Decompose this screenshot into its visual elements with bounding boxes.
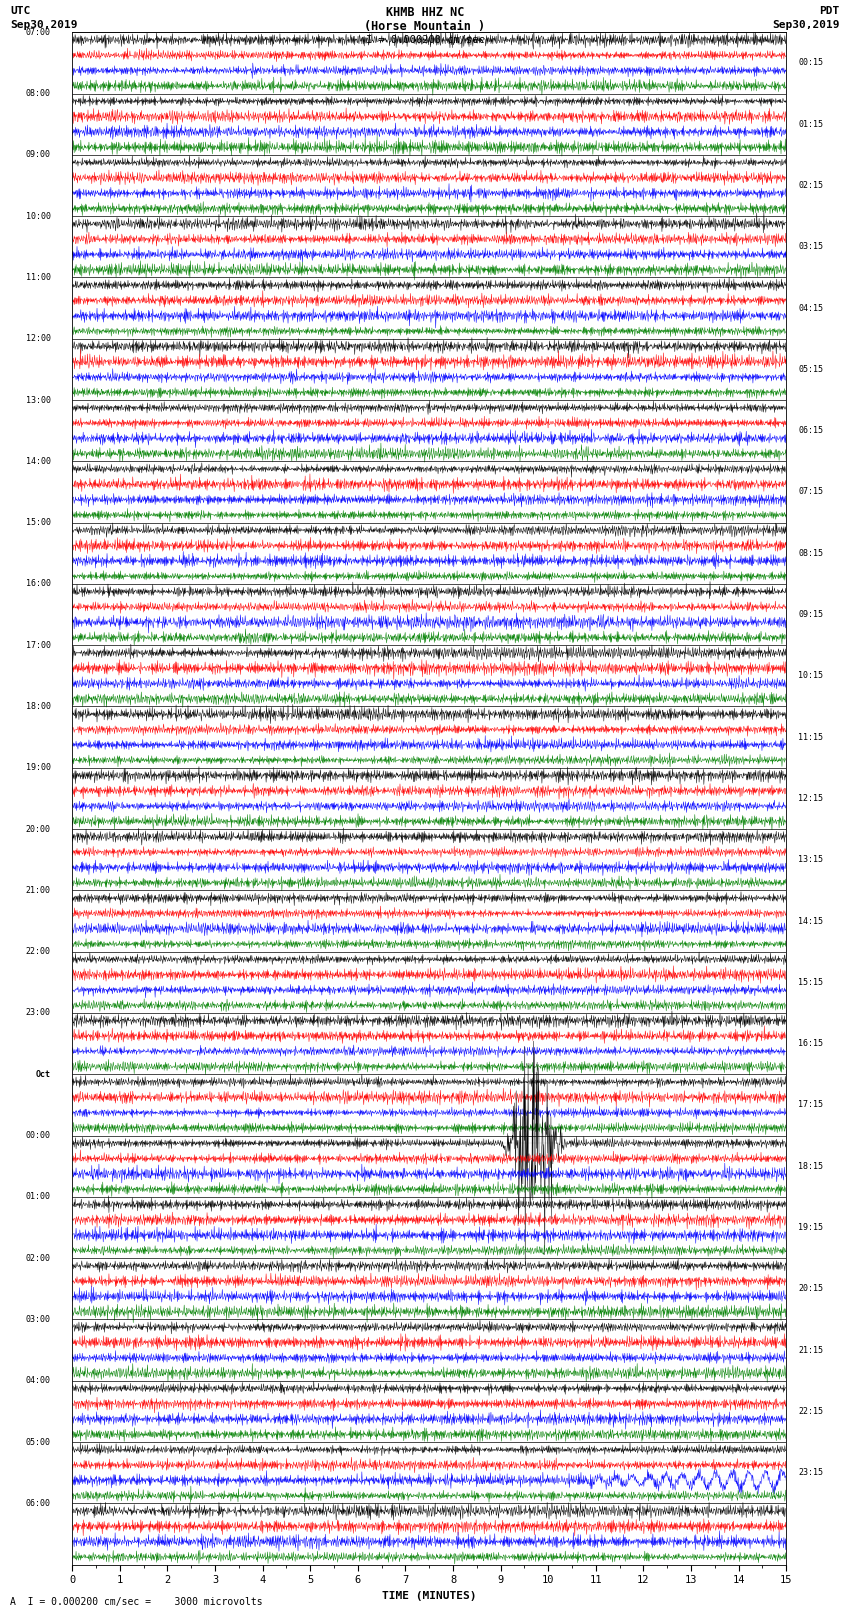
Text: Oct: Oct [36, 1069, 51, 1079]
Text: 09:00: 09:00 [26, 150, 51, 160]
Text: 19:15: 19:15 [798, 1223, 823, 1232]
Text: 23:15: 23:15 [798, 1468, 823, 1478]
Text: UTC: UTC [10, 5, 31, 16]
Text: 05:00: 05:00 [26, 1437, 51, 1447]
Text: 15:15: 15:15 [798, 977, 823, 987]
Text: 06:00: 06:00 [26, 1498, 51, 1508]
Text: 12:15: 12:15 [798, 794, 823, 803]
Text: (Horse Mountain ): (Horse Mountain ) [365, 19, 485, 34]
Text: 01:00: 01:00 [26, 1192, 51, 1202]
Text: 20:00: 20:00 [26, 824, 51, 834]
Text: 08:00: 08:00 [26, 89, 51, 98]
Text: 11:00: 11:00 [26, 273, 51, 282]
Text: 11:15: 11:15 [798, 732, 823, 742]
Text: 16:15: 16:15 [798, 1039, 823, 1048]
X-axis label: TIME (MINUTES): TIME (MINUTES) [382, 1590, 477, 1600]
Text: 02:15: 02:15 [798, 181, 823, 190]
Text: 04:00: 04:00 [26, 1376, 51, 1386]
Text: PDT: PDT [819, 5, 840, 16]
Text: 00:15: 00:15 [798, 58, 823, 68]
Text: 06:15: 06:15 [798, 426, 823, 436]
Text: 10:15: 10:15 [798, 671, 823, 681]
Text: 19:00: 19:00 [26, 763, 51, 773]
Text: 22:15: 22:15 [798, 1407, 823, 1416]
Text: 07:00: 07:00 [26, 27, 51, 37]
Text: 03:15: 03:15 [798, 242, 823, 252]
Text: 14:15: 14:15 [798, 916, 823, 926]
Text: 21:00: 21:00 [26, 886, 51, 895]
Text: KHMB HHZ NC: KHMB HHZ NC [386, 5, 464, 19]
Text: A  I = 0.000200 cm/sec =    3000 microvolts: A I = 0.000200 cm/sec = 3000 microvolts [10, 1597, 263, 1607]
Text: 10:00: 10:00 [26, 211, 51, 221]
Text: 17:15: 17:15 [798, 1100, 823, 1110]
Text: 07:15: 07:15 [798, 487, 823, 497]
Text: 23:00: 23:00 [26, 1008, 51, 1018]
Text: 08:15: 08:15 [798, 548, 823, 558]
Text: 03:00: 03:00 [26, 1315, 51, 1324]
Text: 05:15: 05:15 [798, 365, 823, 374]
Text: 17:00: 17:00 [26, 640, 51, 650]
Text: 15:00: 15:00 [26, 518, 51, 527]
Text: 04:15: 04:15 [798, 303, 823, 313]
Text: 14:00: 14:00 [26, 456, 51, 466]
Text: Sep30,2019: Sep30,2019 [773, 19, 840, 31]
Text: 22:00: 22:00 [26, 947, 51, 957]
Text: Sep30,2019: Sep30,2019 [10, 19, 77, 31]
Text: 00:00: 00:00 [26, 1131, 51, 1140]
Text: 20:15: 20:15 [798, 1284, 823, 1294]
Text: 01:15: 01:15 [798, 119, 823, 129]
Text: 21:15: 21:15 [798, 1345, 823, 1355]
Text: 18:00: 18:00 [26, 702, 51, 711]
Text: 09:15: 09:15 [798, 610, 823, 619]
Text: 12:00: 12:00 [26, 334, 51, 344]
Text: I = 0.000200 cm/sec: I = 0.000200 cm/sec [366, 35, 484, 45]
Text: 18:15: 18:15 [798, 1161, 823, 1171]
Text: 13:00: 13:00 [26, 395, 51, 405]
Text: 16:00: 16:00 [26, 579, 51, 589]
Text: 02:00: 02:00 [26, 1253, 51, 1263]
Text: 13:15: 13:15 [798, 855, 823, 865]
